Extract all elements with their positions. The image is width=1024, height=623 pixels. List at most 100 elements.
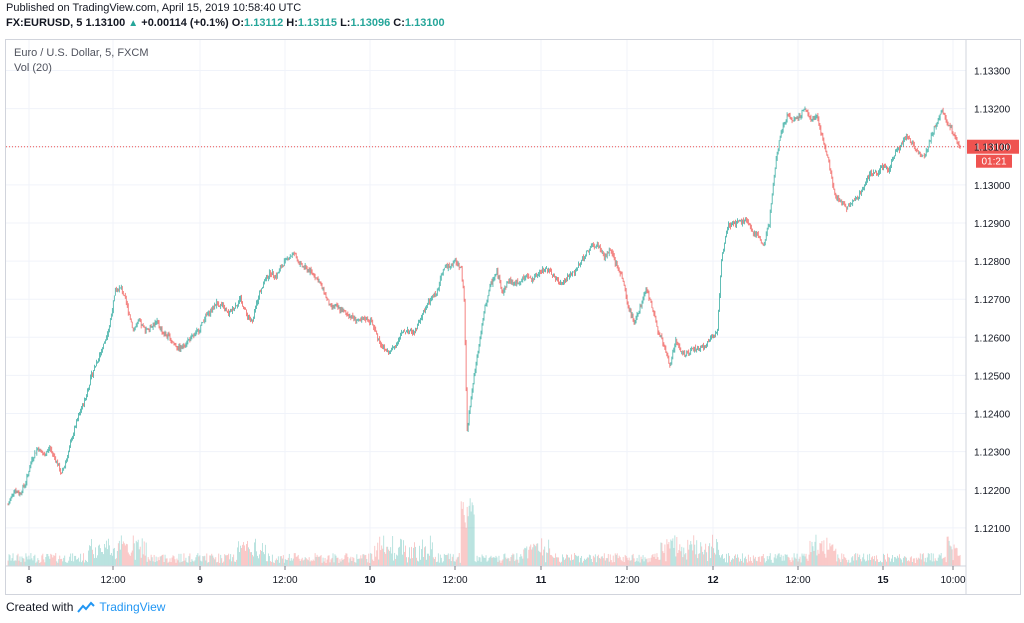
volume-bar xyxy=(82,560,84,566)
volume-bar xyxy=(905,557,907,566)
volume-bar xyxy=(385,553,387,566)
volume-bar xyxy=(11,558,13,566)
volume-bar xyxy=(152,561,154,566)
volume-bar xyxy=(769,553,771,566)
volume-bar xyxy=(85,559,87,566)
volume-bar xyxy=(731,559,732,566)
volume-bar xyxy=(306,559,308,566)
volume-bar xyxy=(954,548,956,566)
volume-bar xyxy=(805,553,807,566)
volume-bar xyxy=(409,547,410,566)
volume-bar xyxy=(746,562,748,566)
volume-bar xyxy=(202,556,204,566)
volume-bar xyxy=(665,561,667,566)
grid-lines xyxy=(6,40,966,566)
volume-bar xyxy=(852,556,854,566)
volume-bar xyxy=(286,559,288,566)
volume-bar xyxy=(504,553,506,566)
x-tick-label: 12:00 xyxy=(272,575,297,586)
volume-bar xyxy=(604,560,606,566)
volume-bar xyxy=(434,556,436,566)
volume-bar xyxy=(631,555,633,566)
volume-bar xyxy=(845,558,847,566)
volume-bar xyxy=(322,557,324,566)
volume-bar xyxy=(95,547,96,566)
volume-bar xyxy=(671,540,673,566)
volume-bar xyxy=(667,544,669,566)
volume-bar xyxy=(744,556,746,566)
volume-bar xyxy=(449,553,451,566)
volume-bar xyxy=(57,562,59,566)
volume-bar xyxy=(813,550,815,566)
volume-bar xyxy=(151,557,153,566)
volume-bar xyxy=(54,555,56,566)
volume-bar xyxy=(204,555,206,566)
volume-bar xyxy=(912,558,914,566)
volume-bar xyxy=(722,554,723,566)
volume-bar xyxy=(167,562,169,566)
volume-bar xyxy=(553,557,555,566)
volume-bar xyxy=(913,558,915,566)
volume-bar xyxy=(738,561,740,566)
volume-bar xyxy=(289,560,291,566)
chart-frame[interactable] xyxy=(5,39,1021,595)
volume-bar xyxy=(597,554,599,566)
volume-bar xyxy=(441,562,443,566)
volume-bar xyxy=(806,558,808,566)
volume-bar xyxy=(856,560,858,566)
volume-bar xyxy=(395,559,397,566)
volume-bar xyxy=(108,545,110,566)
volume-bar xyxy=(389,551,391,566)
volume-bar xyxy=(861,561,863,566)
volume-bar xyxy=(29,559,31,566)
volume-bar xyxy=(756,561,758,566)
volume-bar xyxy=(818,553,820,566)
volume-bar xyxy=(476,555,478,566)
volume-bar xyxy=(16,555,18,566)
volume-bar xyxy=(453,561,455,566)
volume-bar xyxy=(588,554,590,566)
y-tick-label: 1.13100 xyxy=(974,143,1011,154)
volume-bar xyxy=(87,562,88,566)
volume-bar xyxy=(105,540,107,566)
volume-bar xyxy=(498,555,500,566)
volume-bar xyxy=(291,560,293,566)
x-tick-label: 10 xyxy=(364,575,376,586)
volume-bar xyxy=(791,557,793,566)
volume-bar xyxy=(174,559,176,566)
volume-bar xyxy=(691,544,693,566)
volume-bar xyxy=(419,545,420,566)
volume-bar xyxy=(252,554,253,566)
volume-bar xyxy=(881,562,882,566)
volume-bar xyxy=(329,562,331,566)
volume-bar xyxy=(361,558,363,566)
volume-bar xyxy=(930,553,932,566)
volume-bar xyxy=(851,557,853,566)
volume-bar xyxy=(379,536,381,566)
volume-bar xyxy=(425,559,427,566)
volume-bar xyxy=(705,543,707,566)
tradingview-link[interactable]: TradingView xyxy=(99,600,166,614)
volume-bar xyxy=(637,561,639,566)
volume-bar xyxy=(817,549,819,566)
volume-bar xyxy=(73,561,75,566)
volume-bar xyxy=(542,555,544,566)
volume-bar xyxy=(134,559,136,566)
volume-bar xyxy=(197,553,199,566)
volume-bar xyxy=(336,557,338,566)
volume-bar xyxy=(928,553,930,566)
volume-bar xyxy=(774,554,776,566)
volume-bar xyxy=(788,557,790,566)
volume-bar xyxy=(423,547,425,566)
volume-bar xyxy=(156,561,158,566)
volume-bar xyxy=(185,557,187,566)
volume-bar xyxy=(102,552,103,566)
volume-bar xyxy=(877,559,879,566)
volume-bar xyxy=(614,553,616,566)
volume-bar xyxy=(948,540,950,566)
symbol-label: FX:EURUSD, 5 xyxy=(6,17,83,29)
volume-bar xyxy=(248,547,249,566)
volume-bar xyxy=(98,545,99,566)
volume-bar xyxy=(314,553,316,566)
